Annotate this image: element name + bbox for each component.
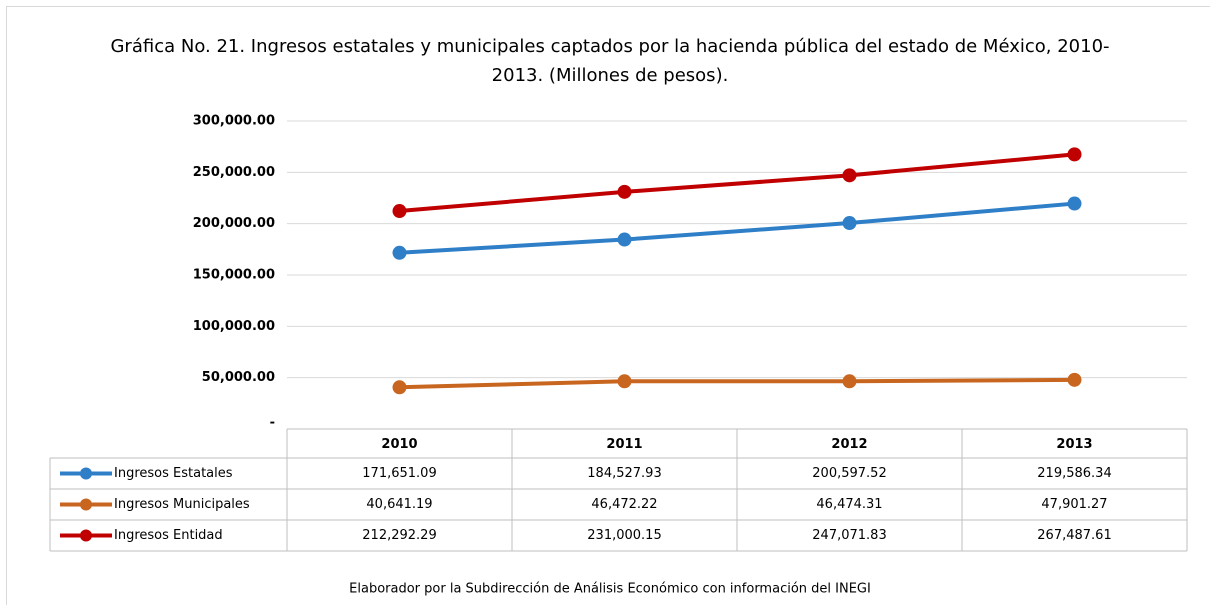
- table-value: 46,474.31: [816, 497, 882, 512]
- data-point: [392, 204, 407, 219]
- y-tick-label: 200,000.00: [193, 216, 275, 231]
- table-value: 46,472.22: [591, 497, 657, 512]
- table-value: 40,641.19: [366, 497, 432, 512]
- data-point: [1067, 372, 1082, 387]
- table-value: 231,000.15: [587, 528, 661, 543]
- table-value: 200,597.52: [812, 466, 886, 481]
- x-tick-label: 2010: [381, 437, 417, 452]
- y-tick-label: 300,000.00: [193, 114, 275, 129]
- legend-label: Ingresos Entidad: [114, 528, 223, 543]
- table-value: 219,586.34: [1037, 466, 1111, 481]
- y-tick-label: 150,000.00: [193, 268, 275, 283]
- table-value: 184,527.93: [587, 466, 661, 481]
- source: Elaborador por la Subdirección de Anális…: [349, 582, 871, 597]
- data-point: [1067, 147, 1082, 162]
- table-value: 171,651.09: [362, 466, 436, 481]
- legend-label: Ingresos Municipales: [114, 497, 250, 512]
- y-tick-label: 250,000.00: [193, 165, 275, 180]
- table-value: 267,487.61: [1037, 528, 1111, 543]
- table-value: 247,071.83: [812, 528, 886, 543]
- y-tick-label: 50,000.00: [202, 370, 275, 385]
- legend-marker: [80, 498, 92, 511]
- data-point: [842, 168, 857, 183]
- data-point: [842, 374, 857, 389]
- legend-label: Ingresos Estatales: [114, 466, 233, 481]
- y-tick-label: -: [270, 416, 275, 431]
- data-point: [392, 380, 407, 395]
- series-line: [399, 201, 1075, 255]
- data-point: [617, 232, 632, 247]
- data-point: [392, 245, 407, 260]
- x-tick-label: 2013: [1056, 437, 1092, 452]
- x-tick-label: 2011: [606, 437, 642, 452]
- legend-marker: [80, 467, 92, 480]
- series-line: [399, 377, 1075, 390]
- data-point: [842, 216, 857, 231]
- y-tick-label: 100,000.00: [193, 319, 275, 334]
- series-line: [399, 152, 1075, 214]
- data-point: [617, 374, 632, 389]
- data-point: [1067, 196, 1082, 211]
- x-tick-label: 2012: [831, 437, 867, 452]
- data-point: [617, 184, 632, 199]
- table-value: 47,901.27: [1041, 497, 1107, 512]
- chart-border: [6, 6, 1210, 605]
- chart-title: Gráfica No. 21. Ingresos estatales y mun…: [110, 36, 1110, 86]
- table-value: 212,292.29: [362, 528, 436, 543]
- legend-marker: [80, 529, 92, 542]
